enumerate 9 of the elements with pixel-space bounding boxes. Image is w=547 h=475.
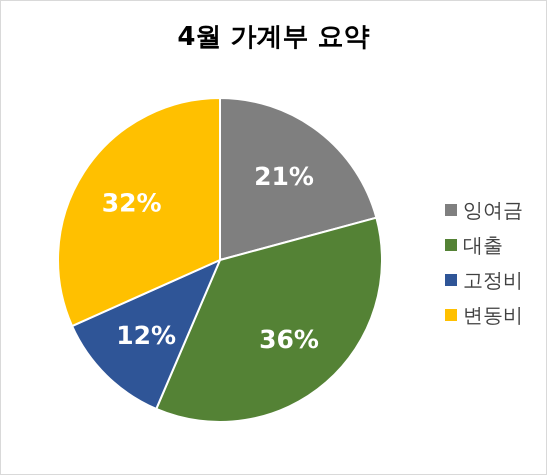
chart-title: 4월 가계부 요약 <box>177 22 370 52</box>
legend-label: 고정비 <box>463 268 523 292</box>
data-label: 36% <box>259 325 319 354</box>
legend-label: 변동비 <box>463 303 523 327</box>
data-label: 32% <box>102 188 162 218</box>
data-label: 12% <box>116 320 176 350</box>
data-label: 21% <box>254 162 314 192</box>
legend-label: 대출 <box>463 233 503 257</box>
legend-label: 잉여금 <box>463 198 523 222</box>
